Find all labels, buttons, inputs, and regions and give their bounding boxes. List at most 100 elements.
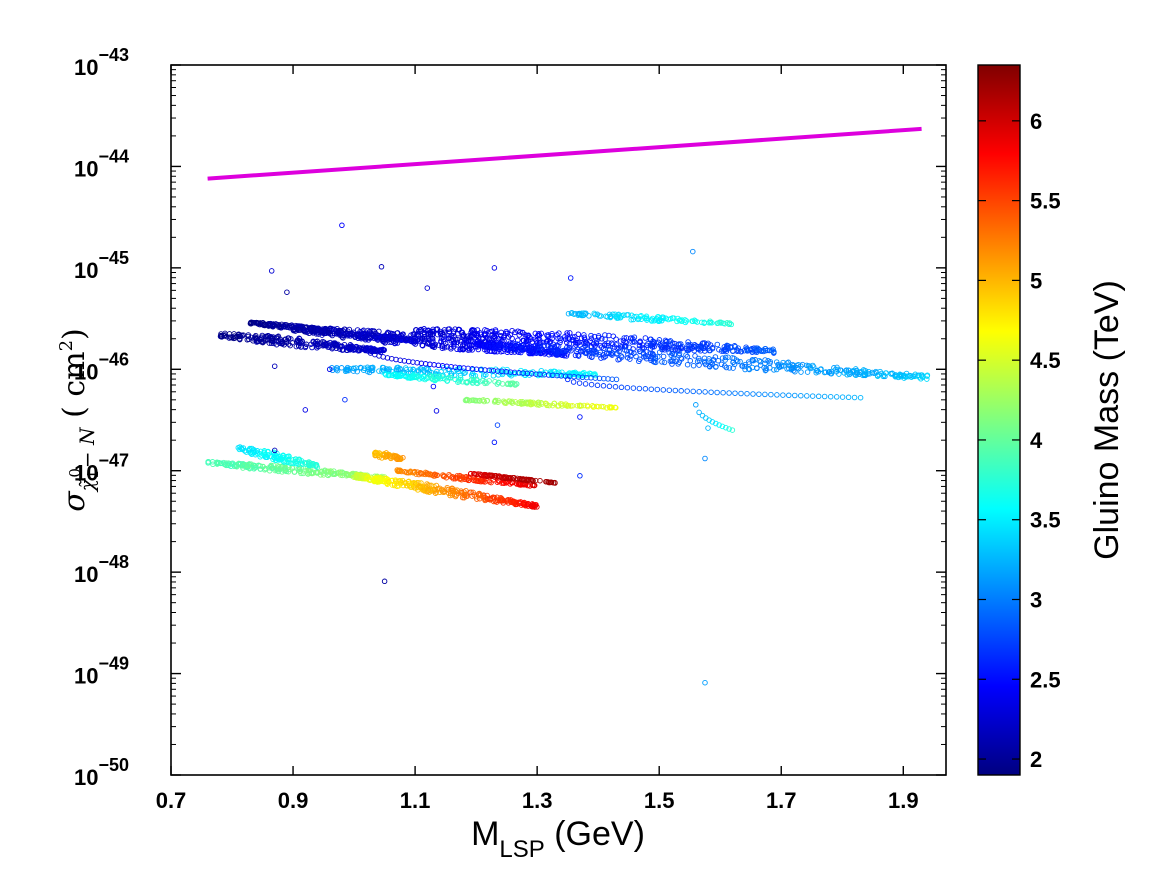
scatter-point (237, 336, 243, 343)
scatter-point (586, 351, 592, 357)
scatter-point (435, 342, 442, 348)
scatter-point (666, 387, 673, 393)
scatter-point (374, 336, 380, 343)
scatter-point (398, 456, 404, 462)
scatter-point (578, 403, 585, 409)
scatter-point (845, 394, 852, 401)
scatter-point (500, 500, 507, 506)
scatter-point (481, 471, 488, 478)
scatter-point (540, 339, 546, 346)
scatter-point (282, 464, 289, 471)
scatter-point (618, 353, 624, 359)
scatter-point (541, 342, 548, 349)
scatter-point (719, 423, 726, 430)
scatter-point (459, 346, 466, 352)
scatter-point (630, 316, 637, 323)
scatter-point (221, 333, 227, 339)
scatter-point (411, 340, 417, 346)
scatter-point (669, 344, 676, 350)
scatter-point (470, 379, 476, 386)
scatter-point (270, 462, 277, 469)
scatter-point (448, 375, 454, 381)
scatter-point (784, 360, 790, 366)
scatter-point (756, 347, 762, 353)
scatter-point (620, 312, 627, 318)
x-tick-label: 1.5 (644, 788, 675, 813)
scatter-point (687, 358, 694, 364)
scatter-point (296, 457, 303, 464)
scatter-point (331, 468, 337, 474)
scatter-point (425, 366, 432, 372)
scatter-point (410, 366, 416, 372)
scatter-point (738, 390, 744, 397)
scatter-point (621, 344, 628, 350)
scatter-point (360, 331, 367, 338)
scatter-point (767, 359, 774, 365)
scatter-point (363, 346, 370, 352)
scatter-point (588, 381, 595, 388)
y-tick-label: 10−50 (74, 755, 129, 790)
scatter-point (661, 345, 668, 351)
scatter-point (579, 345, 585, 352)
scatter-point (516, 332, 523, 338)
scatter-point (708, 362, 714, 368)
scatter-point (613, 336, 619, 342)
scatter-point (510, 371, 517, 377)
scatter-point (549, 345, 555, 352)
scatter-point (696, 362, 702, 368)
colorbar-tick-label: 5 (1030, 268, 1042, 293)
scatter-point (763, 367, 769, 373)
scatter-point (642, 353, 649, 360)
scatter-point (814, 367, 821, 374)
scatter-point (304, 460, 310, 466)
scatter-point (302, 407, 309, 413)
svg-text:σχ̃10− N ( cm2): σχ̃10− N ( cm2) (56, 328, 102, 512)
scatter-point (451, 341, 457, 348)
scatter-point (327, 468, 334, 474)
scatter-point (299, 325, 305, 332)
scatter-point (671, 315, 677, 321)
scatter-point (690, 248, 696, 255)
scatter-point (771, 367, 777, 373)
scatter-point (350, 365, 357, 372)
scatter-point (721, 344, 728, 350)
scatter-point (450, 475, 457, 482)
scatter-point (276, 322, 282, 328)
scatter-point (924, 373, 930, 379)
y-label-unit: ( cm (57, 351, 92, 418)
scatter-point (581, 332, 587, 338)
scatter-point (603, 350, 610, 356)
scatter-point (666, 349, 672, 356)
scatter-point (734, 348, 740, 354)
scatter-point (421, 331, 428, 337)
scatter-point (410, 372, 417, 379)
scatter-point (331, 471, 338, 477)
scatter-point (642, 386, 649, 392)
scatter-point (313, 331, 320, 337)
scatter-point (461, 491, 467, 498)
scatter-point (444, 378, 451, 384)
scatter-point (725, 354, 731, 360)
scatter-point (701, 319, 708, 326)
scatter-point (262, 465, 269, 472)
scatter-point (404, 469, 410, 475)
scatter-point (324, 340, 331, 347)
scatter-points (205, 222, 931, 686)
scatter-point (638, 316, 645, 322)
scatter-point (246, 336, 252, 343)
scatter-point (477, 378, 483, 385)
scatter-point (266, 465, 272, 471)
scatter-point (661, 347, 668, 353)
scatter-point (273, 334, 280, 341)
scatter-point (749, 357, 756, 363)
x-tick-label: 1.9 (888, 788, 919, 813)
scatter-point (513, 499, 520, 506)
scatter-point (660, 387, 667, 393)
scatter-point (479, 377, 486, 384)
scatter-point (526, 344, 533, 350)
scatter-point (762, 367, 769, 374)
scatter-point (798, 392, 804, 399)
scatter-point (551, 400, 557, 407)
scatter-point (570, 379, 577, 385)
scatter-point (425, 487, 432, 494)
